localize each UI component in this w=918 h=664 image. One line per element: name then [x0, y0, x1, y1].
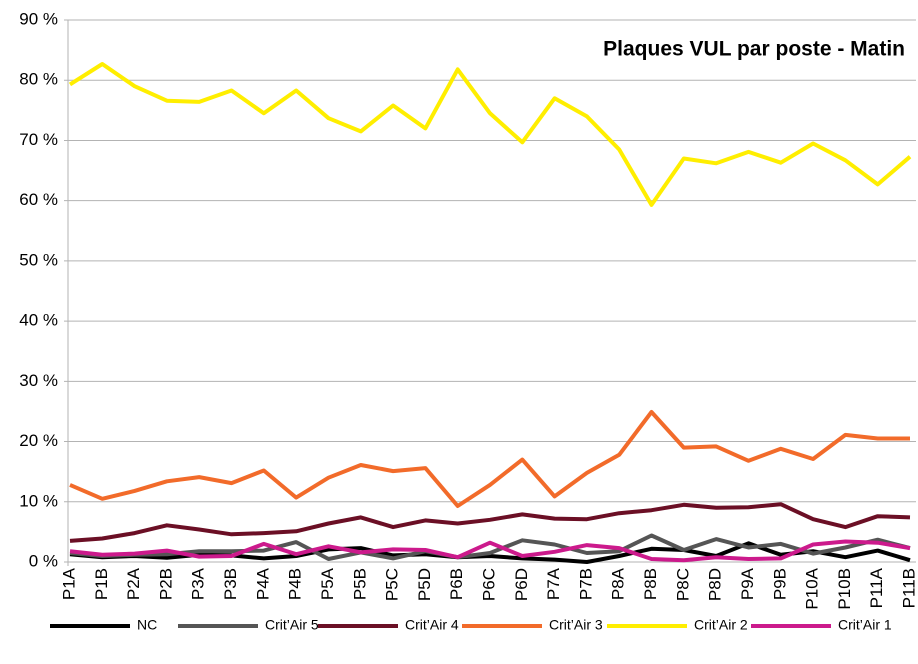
x-tick-label: P6C: [479, 568, 498, 601]
plot: 0 % 10 % 20 % 30 % 40 % 50 % 60 % 70 % 80 % 90 % P…: [19, 9, 918, 632]
x-tick-label: P5D: [415, 568, 434, 601]
legend-label: Crit’Air 5: [265, 617, 319, 633]
x-tick-label: P2A: [124, 567, 143, 600]
x-tick-label: P8B: [641, 568, 660, 600]
x-tick-label: P11B: [899, 568, 918, 608]
x-tick-label: P8D: [706, 568, 725, 601]
series-line: [69, 410, 910, 508]
x-tick-label: P8C: [673, 568, 692, 601]
y-tick-label: 20 %: [19, 431, 58, 450]
x-tick-label: P10A: [803, 567, 822, 609]
y-tick-label: 40 %: [19, 311, 58, 330]
y-tick-label: 90 %: [19, 9, 58, 28]
series-line: [68, 62, 912, 207]
x-tick-label: P1A: [59, 567, 78, 600]
x-tick-label: P7B: [576, 568, 595, 600]
chart-title: Plaques VUL par poste - Matin: [603, 38, 905, 61]
x-tick-label: P9A: [738, 567, 757, 600]
x-tick-label: P2B: [156, 568, 175, 600]
x-tick-label: P5A: [318, 567, 337, 600]
x-tick-label: P10B: [835, 568, 854, 610]
y-tick-label: 80 %: [19, 70, 58, 89]
series-line: [69, 539, 911, 563]
x-tick-label: P5C: [383, 568, 402, 601]
y-tick-label: 30 %: [19, 371, 58, 390]
x-tick-label: P1B: [92, 568, 111, 600]
legend-label: Crit’Air 3: [549, 617, 603, 633]
x-tick-label: P5B: [350, 568, 369, 600]
x-tick-label: P11A: [867, 567, 886, 608]
series-line: [69, 502, 911, 543]
series-line: [69, 533, 911, 561]
y-tick-label: 70 %: [19, 130, 58, 149]
x-tick-label: P4A: [253, 567, 272, 600]
x-tick-label: P3B: [221, 568, 240, 600]
x-tick-label: P6D: [512, 568, 531, 601]
x-tick-label: P7A: [544, 567, 563, 600]
legend-label: Crit’Air 4: [405, 617, 459, 633]
y-tick-label: 50 %: [19, 250, 58, 269]
x-tick-label: P3A: [189, 567, 208, 600]
y-tick-label: 0 %: [29, 551, 58, 570]
x-tick-label: P4B: [286, 568, 305, 600]
y-tick-label: 10 %: [19, 491, 58, 510]
x-tick-label: P8A: [609, 567, 628, 600]
x-tick-label: P6B: [447, 568, 466, 600]
y-tick-label: 60 %: [19, 190, 58, 209]
legend-label: Crit’Air 2: [694, 617, 748, 633]
x-tick-label: P9B: [770, 568, 789, 600]
legend-label: NC: [137, 617, 157, 633]
legend-label: Crit’Air 1: [838, 617, 892, 633]
